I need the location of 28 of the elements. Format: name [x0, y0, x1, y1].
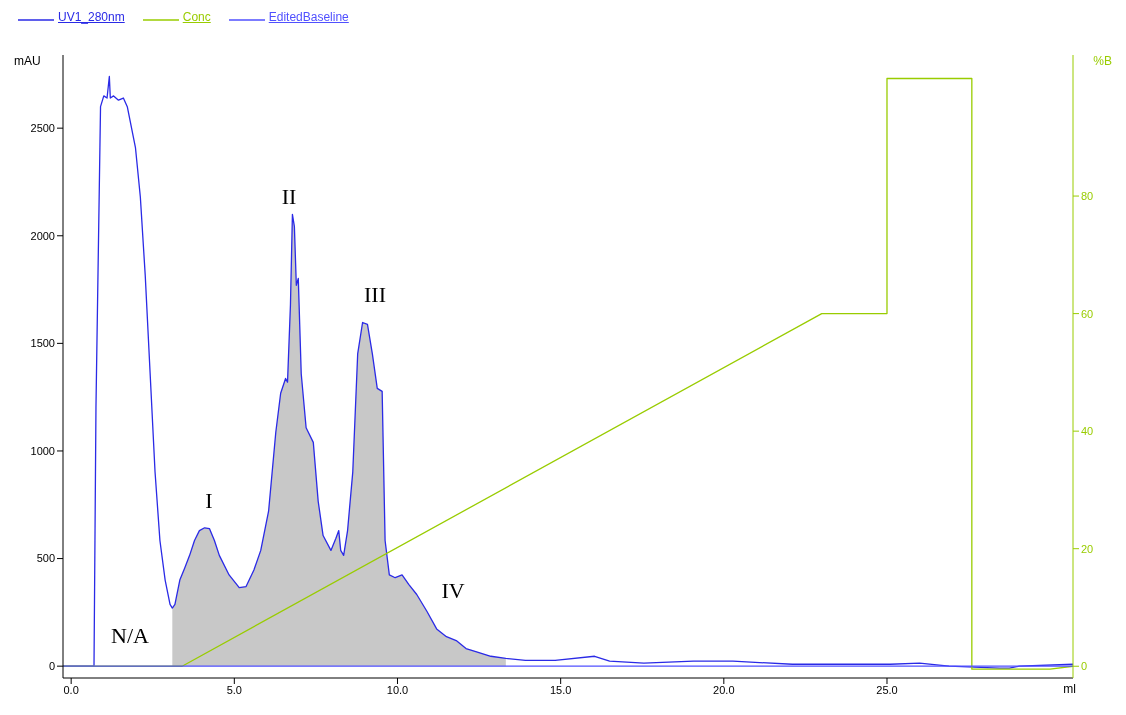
- y2-axis-title: %B: [1093, 54, 1112, 68]
- x-tick-label: 20.0: [713, 683, 735, 696]
- x-tick-label: 0.0: [63, 683, 79, 696]
- x-tick-label: 25.0: [876, 683, 898, 696]
- x-tick-label: 5.0: [226, 683, 242, 696]
- legend-label: Conc: [182, 10, 211, 24]
- y-tick-label: 2000: [30, 229, 55, 242]
- y-tick-label: 1500: [30, 337, 55, 350]
- annotation: III: [364, 282, 386, 308]
- y-axis-title: mAU: [14, 54, 41, 68]
- annotation: IV: [441, 578, 465, 604]
- y2-tick-label: 80: [1081, 189, 1094, 202]
- y-tick-label: 500: [36, 552, 55, 565]
- y2-tick-label: 40: [1081, 425, 1094, 438]
- x-tick-label: 15.0: [549, 683, 572, 696]
- legend-label: UV1_280nm: [58, 10, 125, 24]
- annotation: II: [281, 184, 297, 210]
- y-tick-label: 1000: [30, 444, 55, 457]
- y2-tick-label: 60: [1081, 307, 1094, 320]
- x-axis-title: ml: [1063, 682, 1076, 696]
- annotation: I: [205, 488, 213, 514]
- y2-tick-label: 0: [1081, 660, 1088, 673]
- legend-label: EditedBaseline: [268, 10, 349, 24]
- annotation: N/A: [111, 623, 149, 649]
- x-tick-label: 10.0: [386, 683, 409, 696]
- y-tick-label: 0: [48, 660, 55, 673]
- y-tick-label: 2500: [30, 122, 55, 135]
- y2-tick-label: 20: [1081, 542, 1094, 555]
